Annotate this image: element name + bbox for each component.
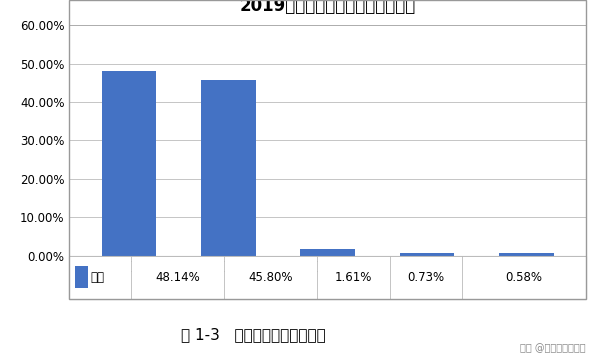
Bar xyxy=(75,266,88,288)
Bar xyxy=(132,256,224,299)
Text: 头条 @升学规划肖老师: 头条 @升学规划肖老师 xyxy=(520,343,586,353)
Text: 48.14%: 48.14% xyxy=(156,271,201,284)
Text: 0.73%: 0.73% xyxy=(407,271,445,284)
Bar xyxy=(390,256,462,299)
Bar xyxy=(462,256,586,299)
Bar xyxy=(69,256,132,299)
Bar xyxy=(225,256,317,299)
Bar xyxy=(201,80,255,256)
Text: 0.58%: 0.58% xyxy=(506,271,542,284)
Text: 45.80%: 45.80% xyxy=(249,271,293,284)
Bar xyxy=(300,249,355,256)
Text: 本科: 本科 xyxy=(90,271,104,284)
Bar xyxy=(499,253,554,256)
Bar xyxy=(317,256,390,299)
Bar xyxy=(101,71,156,256)
Bar xyxy=(400,253,454,256)
Text: 图 1-3   本科生单位性质分布图: 图 1-3 本科生单位性质分布图 xyxy=(181,327,326,342)
Title: 2019年本科生就业单位性质数据图: 2019年本科生就业单位性质数据图 xyxy=(240,0,416,15)
Text: 1.61%: 1.61% xyxy=(335,271,372,284)
